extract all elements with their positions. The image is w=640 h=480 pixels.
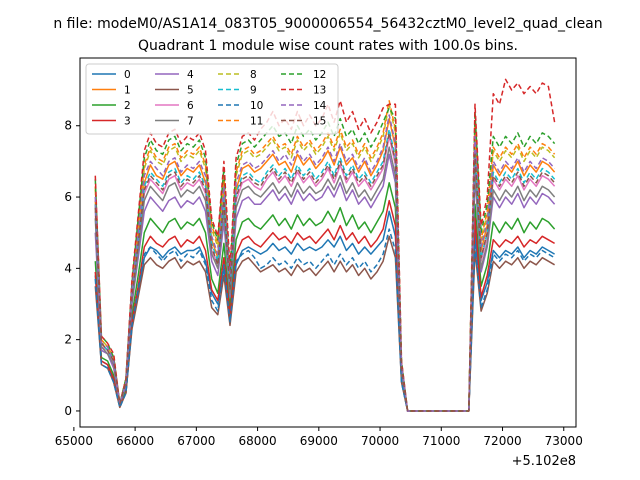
legend-label-3: 3 [124,116,131,128]
legend-label-5: 5 [187,85,194,97]
series-line-10 [94,228,555,412]
legend-label-11: 11 [250,116,263,128]
x-axis-offset-label: +5.102e8 [512,454,576,469]
legend-box [85,63,339,135]
y-axis: 0 2 4 6 8 [64,119,80,418]
legend-label-12: 12 [313,69,326,81]
x-tick-label: 68000 [238,434,276,448]
x-tick-label: 71000 [422,434,460,448]
y-tick-label: 0 [64,404,72,418]
series-line-5 [94,235,555,412]
series-line-9 [94,128,556,412]
x-tick-label: 66000 [116,434,154,448]
series-line-14 [94,114,556,412]
y-tick-label: 2 [64,333,72,347]
legend-label-9: 9 [250,85,257,97]
y-tick-label: 6 [64,190,72,204]
x-tick-label: 72000 [483,434,521,448]
x-tick-label: 73000 [545,434,583,448]
y-tick-label: 8 [64,119,72,133]
figure-suptitle: n file: modeM0/AS1A14_083T05_9000006554_… [53,16,602,32]
series-line-8 [94,103,556,412]
legend-label-0: 0 [124,69,131,81]
y-tick-label: 4 [64,261,72,275]
chart-title: Quadrant 1 module wise count rates with … [138,38,518,54]
legend-label-15: 15 [313,116,326,128]
x-tick-label: 65000 [55,434,93,448]
x-axis: 65000 66000 67000 68000 69000 70000 71000 72000… [55,427,583,448]
series-line-3 [94,199,555,412]
legend-label-10: 10 [250,100,263,112]
legend-label-8: 8 [250,69,257,81]
axes-frame [79,57,577,428]
legend-label-14: 14 [313,100,327,112]
legend-label-6: 6 [187,100,194,112]
legend-label-4: 4 [187,69,194,81]
legend-label-13: 13 [313,85,326,97]
legend-label-2: 2 [124,100,131,112]
x-tick-label: 69000 [300,434,338,448]
legend-label-1: 1 [124,85,131,97]
legend-label-7: 7 [187,116,194,128]
x-tick-label: 70000 [361,434,399,448]
x-tick-label: 67000 [177,434,215,448]
series-line-2 [94,182,556,412]
